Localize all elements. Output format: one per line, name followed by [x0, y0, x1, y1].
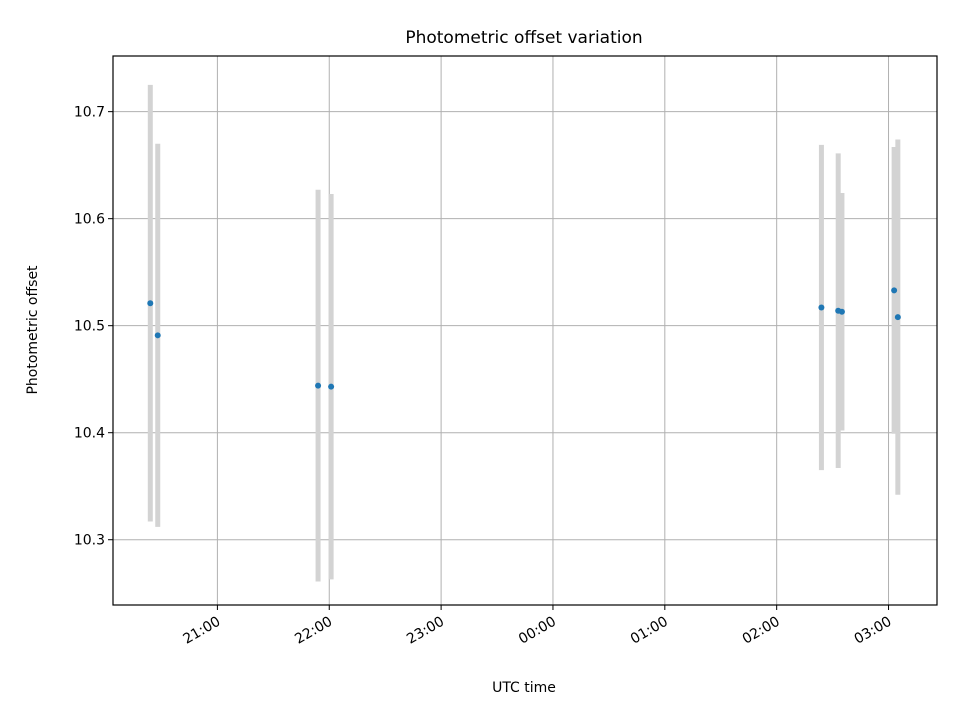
y-tick-label: 10.5 — [74, 319, 105, 335]
data-point — [147, 300, 154, 307]
chart-title: Photometric offset variation — [405, 28, 642, 48]
y-tick-label: 10.6 — [74, 212, 105, 228]
grid — [113, 56, 937, 605]
error-bars — [147, 84, 901, 582]
x-tick-label: 00:00 — [516, 614, 559, 648]
x-tick-label: 22:00 — [292, 614, 335, 648]
x-axis-label: UTC time — [492, 680, 556, 696]
plot-area-frame — [112, 55, 938, 606]
y-axis-label: Photometric offset — [25, 265, 41, 395]
data-point — [894, 314, 901, 321]
x-axis-ticks: 21:00 22:00 23:00 00:00 01:00 02:00 03:00 — [180, 605, 895, 648]
x-tick-label: 01:00 — [628, 614, 671, 648]
data-point — [838, 308, 845, 315]
data-points — [147, 287, 901, 390]
x-tick-label: 23:00 — [404, 614, 447, 648]
y-tick-label: 10.4 — [74, 426, 105, 442]
data-point — [328, 383, 335, 390]
x-tick-label: 02:00 — [740, 614, 783, 648]
data-point — [891, 287, 898, 294]
data-point — [818, 304, 825, 311]
y-tick-label: 10.3 — [74, 533, 105, 549]
data-point — [315, 382, 322, 389]
y-axis-ticks: 10.3 10.4 10.5 10.6 10.7 — [74, 105, 113, 549]
data-point — [154, 332, 161, 339]
x-tick-label: 21:00 — [180, 614, 223, 648]
x-tick-label: 03:00 — [852, 614, 895, 648]
y-tick-label: 10.7 — [74, 105, 105, 121]
